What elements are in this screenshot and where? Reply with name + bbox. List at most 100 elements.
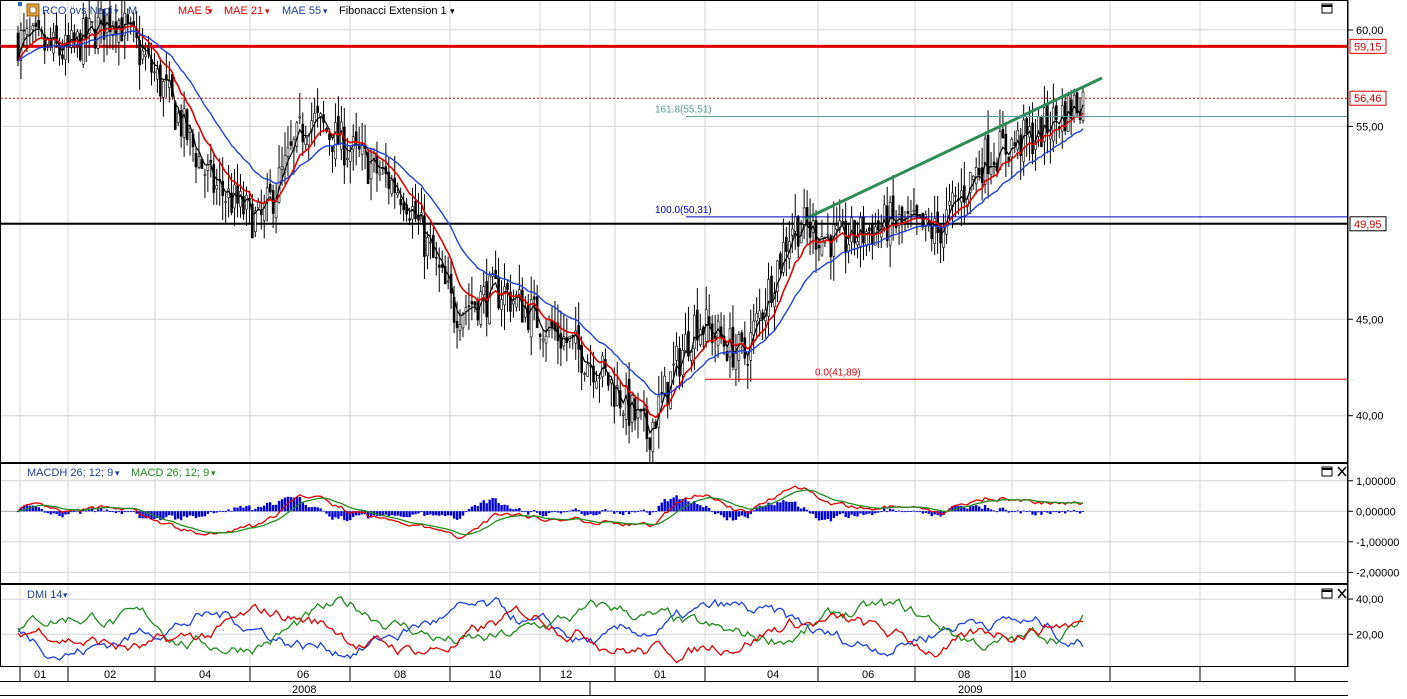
macd-histogram-bar (838, 511, 841, 515)
macd-histogram-bar (271, 504, 275, 512)
maximize-panel-icon[interactable] (1321, 3, 1333, 14)
fibonacci-extension[interactable]: 161.8(55,51) 100.0(50,31) 0.0(41,89) (655, 105, 1347, 380)
month-label: 02 (104, 669, 116, 681)
macd-histogram-bar (880, 511, 883, 513)
macd-histogram-bar (933, 511, 936, 515)
mae5-label[interactable]: MAE 5 (178, 5, 211, 17)
candle-body (684, 333, 687, 354)
candle-body (868, 227, 871, 232)
dropdown-arrow-icon[interactable]: ▾ (115, 468, 120, 478)
candle-body (782, 242, 785, 273)
trendline[interactable] (804, 76, 1103, 221)
candle-body (251, 203, 254, 239)
macd-histogram-bar (601, 510, 604, 512)
series-label[interactable]: RCO övs Napi (42, 5, 112, 17)
macd-histogram-bar (719, 511, 723, 516)
macd-label[interactable]: MACD 26; 12; 9 (131, 467, 209, 479)
macd-histogram-bar (443, 511, 447, 517)
macdh-label[interactable]: MACDH 26; 12; 9 (27, 467, 113, 479)
ma-prefix-label: M (128, 5, 137, 17)
macd-histogram-bar (820, 511, 824, 521)
macd-histogram-bar (877, 511, 880, 513)
candle-body (209, 160, 213, 164)
candle-body (755, 312, 758, 322)
macd-histogram-bar (461, 511, 465, 516)
macd-histogram-bar (387, 511, 391, 517)
macd-histogram-bar (67, 511, 70, 515)
macd-histogram-bar (102, 510, 106, 512)
candle-body (512, 300, 515, 305)
macd-histogram-bar (547, 511, 551, 514)
dropdown-arrow-icon[interactable]: ▾ (265, 6, 270, 16)
macd-histogram-bar (512, 509, 515, 512)
macd-histogram-bar (46, 511, 49, 514)
candle-body (479, 291, 483, 325)
candle-body (1055, 105, 1058, 120)
macd-histogram-bar (159, 511, 162, 521)
dmi-label[interactable]: DMI 14 (27, 589, 62, 601)
candle-body (989, 166, 993, 175)
dropdown-arrow-icon[interactable]: ▾ (450, 6, 455, 16)
price-tick-label: 60,00 (1356, 25, 1384, 37)
candle-body (696, 309, 699, 341)
fibonacci-label[interactable]: Fibonacci Extension 1 (339, 5, 447, 17)
candle-body (390, 179, 394, 195)
candle-body (529, 299, 533, 338)
app-logo-icon (26, 3, 40, 17)
candle-body (648, 437, 652, 450)
macd-histogram-bar (242, 507, 245, 512)
candle-body (126, 14, 130, 24)
macd-histogram-bar (126, 511, 129, 513)
close-panel-icon[interactable] (1337, 466, 1347, 477)
mae55-label[interactable]: MAE 55 (282, 5, 321, 17)
month-label: 01 (34, 669, 46, 681)
macd-histogram-bar (960, 505, 963, 512)
macd-histogram-bar (292, 497, 296, 512)
mae21-label[interactable]: MAE 21 (224, 5, 263, 17)
macd-histogram-bar (1034, 511, 1037, 516)
macd-histogram-bar (144, 511, 147, 519)
macd-histogram-bar (844, 511, 847, 518)
macd-histogram-bar (930, 511, 933, 517)
dropdown-arrow-icon[interactable]: ▾ (323, 6, 328, 16)
macd-histogram-bar (577, 510, 580, 512)
macd-histogram-bar (251, 510, 254, 512)
candle-body (779, 253, 782, 270)
macd-histogram-bar (325, 511, 328, 514)
month-label: 01 (654, 669, 666, 681)
macd-histogram-bar (977, 506, 981, 512)
macd-histogram-bar (467, 508, 471, 512)
macd-histogram-bar (117, 511, 121, 513)
macd-histogram-bar (334, 511, 337, 518)
candle-body (1069, 99, 1073, 119)
macd-histogram-bar (616, 511, 619, 513)
candle-body (713, 335, 717, 339)
macd-histogram-bar (230, 510, 233, 512)
candle-body (891, 195, 895, 219)
macd-histogram-bar (986, 508, 990, 512)
dropdown-arrow-icon[interactable]: ▾ (208, 6, 213, 16)
close-panel-icon[interactable] (1337, 588, 1347, 599)
maximize-panel-icon[interactable] (1321, 588, 1333, 599)
maximize-panel-icon[interactable] (1321, 466, 1333, 477)
month-label: 04 (199, 669, 211, 681)
macd-histogram-bar (132, 511, 135, 513)
macd-histogram-bar (479, 502, 482, 512)
macd-histogram-bar (79, 511, 82, 514)
dropdown-arrow-icon[interactable]: ▾ (114, 6, 119, 16)
candle-body (298, 116, 302, 119)
candle-body (971, 175, 975, 180)
macd-histogram-bar (708, 508, 711, 512)
macd-histogram-bar (19, 507, 23, 512)
dropdown-arrow-icon[interactable]: ▾ (63, 590, 68, 600)
macd-histogram-bar (814, 511, 818, 519)
candle-body (31, 25, 35, 31)
candle-body (583, 373, 586, 375)
macd-histogram-bar (500, 505, 503, 512)
dropdown-arrow-icon[interactable]: ▾ (211, 468, 216, 478)
macd-histogram-bar (40, 508, 43, 512)
plus-di-line (17, 596, 1084, 656)
macd-histogram-bar (366, 511, 370, 519)
macd-histogram-bar (123, 511, 126, 513)
macd-histogram-bar (624, 511, 628, 513)
